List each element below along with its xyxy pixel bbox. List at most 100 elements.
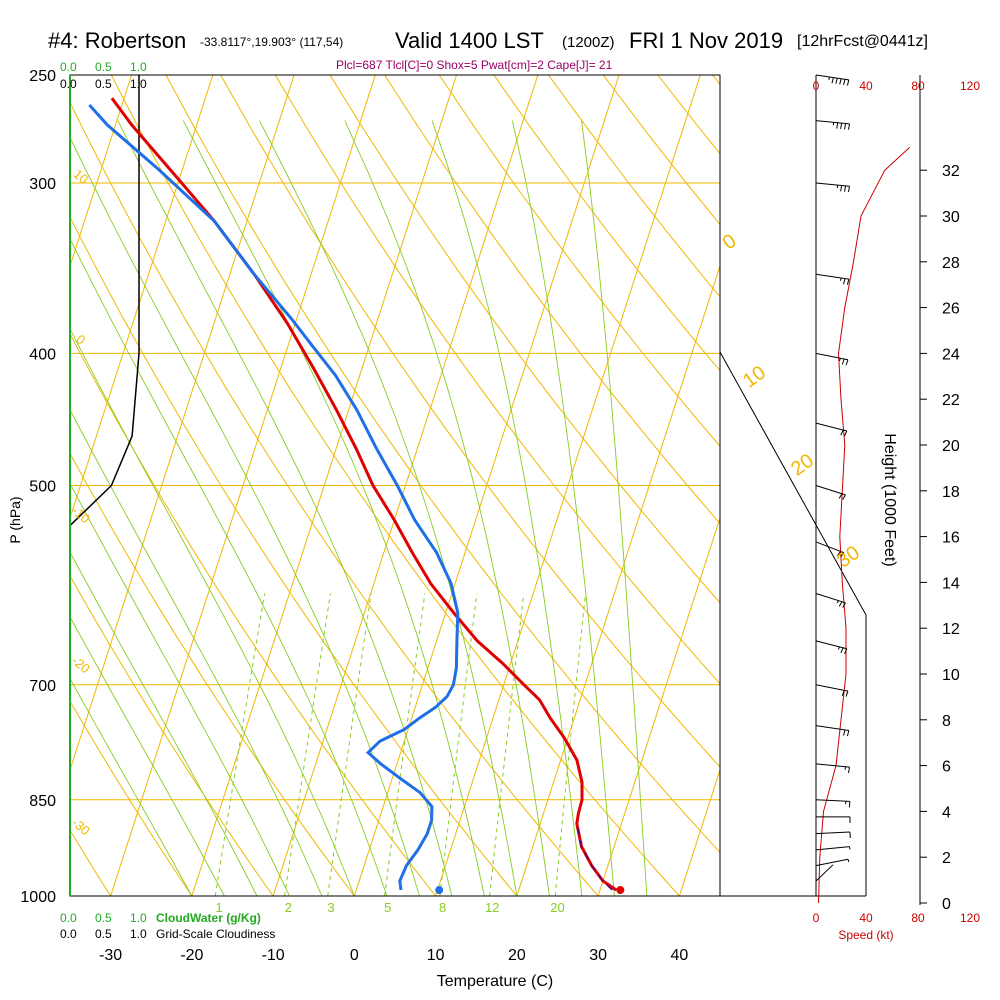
wind-barb-feather xyxy=(838,601,843,607)
wind-barb xyxy=(815,725,850,737)
moist-adiabat-line xyxy=(70,327,355,896)
wind-barb-feather xyxy=(843,79,846,86)
dry-adiabat-line xyxy=(274,75,720,685)
wind-barb-feather xyxy=(843,278,846,285)
moist-adiabat-line xyxy=(70,482,290,896)
pressure-tick-label: 400 xyxy=(29,346,56,363)
x-tick-label: -30 xyxy=(99,947,122,964)
wind-barb-staff xyxy=(815,74,849,81)
height-tick-label: 0 xyxy=(942,896,951,913)
wind-barb-feather xyxy=(846,278,850,285)
isotherm-line xyxy=(70,75,133,268)
dry-adiabat-line xyxy=(110,75,680,896)
speed-tick-label: 0 xyxy=(813,79,820,93)
wind-barb xyxy=(815,352,849,366)
wind-barb xyxy=(815,422,848,437)
dry-adiabat-label: 10 xyxy=(71,166,92,187)
speed-tick-label: 80 xyxy=(911,79,925,93)
wind-barb xyxy=(815,684,849,697)
wind-barb-staff xyxy=(815,352,849,361)
wind-barb xyxy=(815,831,851,838)
mixing-ratio-line xyxy=(327,593,372,896)
wind-barb-feather xyxy=(837,551,841,556)
wind-barb xyxy=(815,846,851,851)
wind-barb-feather xyxy=(840,552,845,558)
y-axis-label: P (hPa) xyxy=(7,496,23,543)
moist-adiabat-label: 20 xyxy=(787,450,818,481)
dry-adiabat-line xyxy=(438,75,720,447)
wind-barb xyxy=(815,273,850,285)
height-tick-label: 26 xyxy=(942,301,960,318)
wind-barb-feather xyxy=(844,430,848,437)
wind-barb xyxy=(815,120,850,130)
wind-barb-feather xyxy=(840,185,843,192)
wind-barb-staff xyxy=(815,864,834,882)
wind-barb-feather xyxy=(848,767,850,774)
wind-barb-staff xyxy=(815,846,850,851)
pressure-tick-label: 300 xyxy=(29,176,56,193)
wind-barb-feather xyxy=(842,494,846,500)
cloud-scale-label: 0.5 xyxy=(95,77,112,91)
boundary-line xyxy=(719,75,867,896)
moist-adiabat-line xyxy=(70,615,225,896)
moist-adiabat-line xyxy=(511,120,615,896)
wind-barb-staff xyxy=(815,763,850,768)
dry-adiabat-line xyxy=(0,75,29,896)
wind-barb-feather xyxy=(836,122,839,129)
wind-barb-feather xyxy=(848,186,850,193)
height-tick-label: 20 xyxy=(942,438,960,455)
moist-adiabat-line xyxy=(431,120,583,896)
height-tick-label: 8 xyxy=(942,713,951,730)
mixing-ratio-label: 5 xyxy=(384,900,391,915)
wind-barb-feather xyxy=(846,79,850,86)
wind-barb-staff xyxy=(815,273,849,280)
cloud-scale-label: 0.0 xyxy=(60,77,77,91)
cloud-scale-label: 0.0 xyxy=(60,60,77,74)
moist-adiabat-line xyxy=(182,120,485,896)
mixing-ratio-label: 8 xyxy=(439,900,446,915)
wind-barb-staff xyxy=(815,120,850,125)
mixing-ratio-line xyxy=(554,593,586,896)
dry-adiabat-line xyxy=(384,75,720,525)
cloud-scale-label: 0.5 xyxy=(95,60,112,74)
height-tick-label: 28 xyxy=(942,255,960,272)
dry-adiabat-line xyxy=(493,75,720,372)
wind-barb xyxy=(815,541,845,558)
wind-barb-feather xyxy=(844,185,847,192)
height-tick-label: 2 xyxy=(942,850,951,867)
speed-tick-label: 40 xyxy=(859,911,873,925)
wind-barb-staff xyxy=(815,592,846,604)
wind-barb-feather xyxy=(831,77,834,84)
wind-barb-staff xyxy=(815,799,850,802)
wind-barb-half-feather xyxy=(836,600,839,604)
valid-time: Valid 1400 LST xyxy=(395,28,544,53)
moist-adiabat-label: 0 xyxy=(719,230,741,254)
x-tick-label: 40 xyxy=(670,947,688,964)
wind-barb-feather xyxy=(841,690,845,696)
x-tick-label: 10 xyxy=(427,947,445,964)
height-tick-label: 14 xyxy=(942,575,960,592)
x-axis-label: Temperature (C) xyxy=(437,973,553,990)
mixing-ratio-line xyxy=(439,593,478,896)
mixing-ratio-label: 1 xyxy=(215,900,222,915)
mixing-ratio-line xyxy=(384,593,426,896)
cloud-scale-label: 1.0 xyxy=(130,927,147,941)
wind-barb-feather xyxy=(844,648,848,655)
cloud-scale-label: 1.0 xyxy=(130,60,147,74)
wind-barb-feather xyxy=(845,690,849,697)
moist-adiabat-line xyxy=(70,136,420,896)
cloud-scale-label: 1.0 xyxy=(130,77,147,91)
isotherm-line xyxy=(597,516,720,896)
wind-barb-feather xyxy=(841,358,845,365)
wind-barb-staff xyxy=(815,640,847,650)
wind-barb-half-feather xyxy=(839,277,842,281)
speed-tick-label: 120 xyxy=(960,911,980,925)
height-axis-label: Height (1000 Feet) xyxy=(881,433,898,566)
mixing-ratio-label: 20 xyxy=(550,900,564,915)
wind-barb xyxy=(815,592,846,608)
wind-speed-line xyxy=(818,146,911,904)
height-tick-label: 10 xyxy=(942,667,960,684)
title-bar: #4: Robertson -33.8117°,19.903° (117,54)… xyxy=(0,0,1000,72)
dewpoint-line xyxy=(88,103,460,891)
wind-barb-staff xyxy=(815,684,849,692)
